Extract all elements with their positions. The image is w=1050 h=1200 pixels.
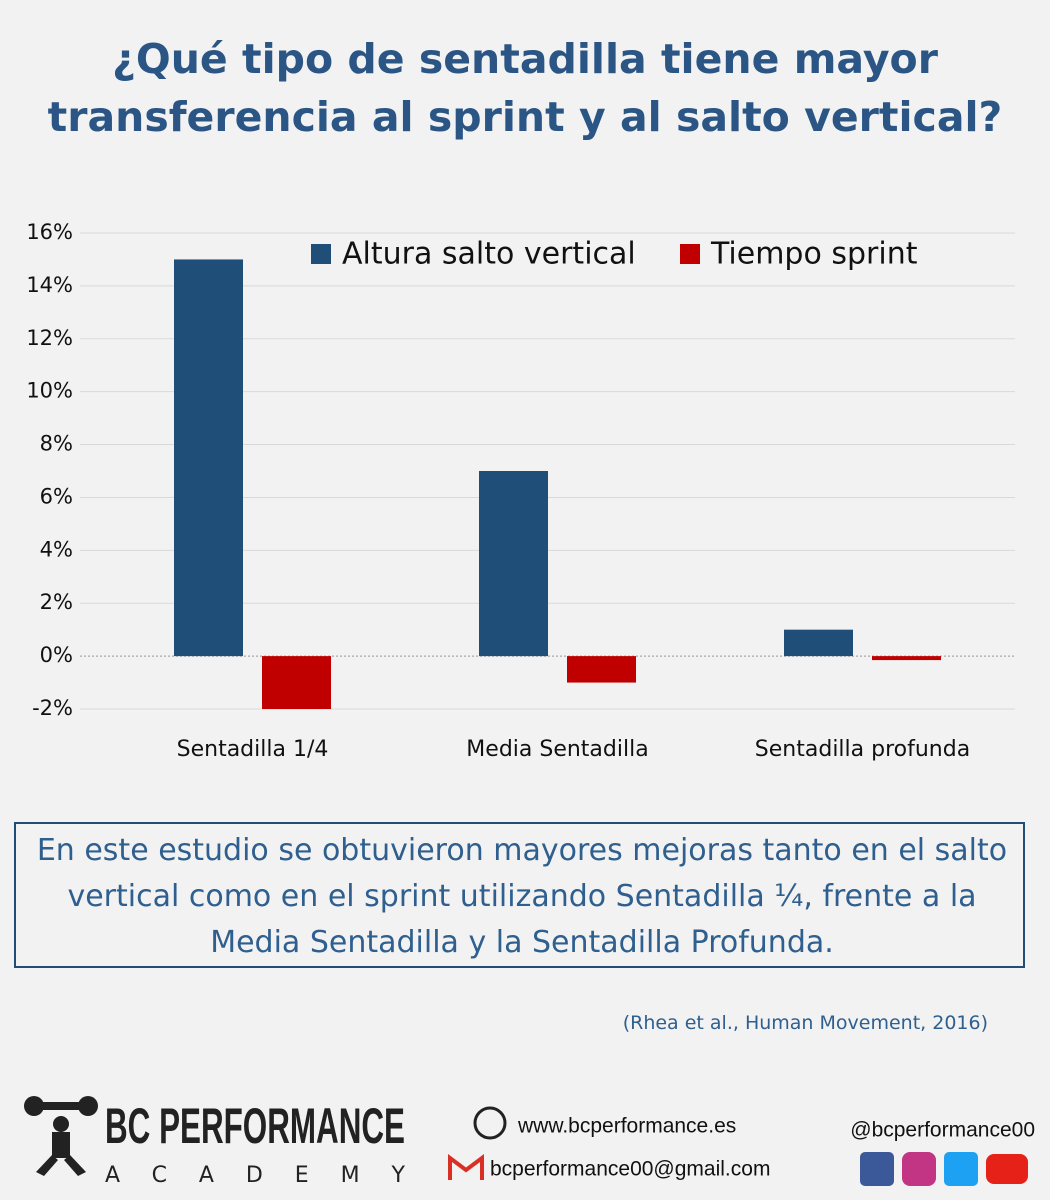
- bar: [262, 656, 331, 709]
- bar: [479, 471, 548, 657]
- youtube-icon[interactable]: [986, 1154, 1028, 1184]
- x-tick-label: Sentadilla profunda: [755, 737, 970, 762]
- website[interactable]: www.bcperformance.es: [517, 1115, 736, 1138]
- summary-box: [14, 822, 1025, 968]
- bar: [784, 629, 853, 657]
- y-tick-label: -2%: [32, 696, 73, 720]
- x-tick-label: Sentadilla 1/4: [177, 737, 329, 762]
- logo-subtext: ACADEMY: [105, 1163, 406, 1188]
- globe-icon: [473, 1106, 507, 1140]
- chart-title: ¿Qué tipo de sentadilla tiene mayor tran…: [47, 35, 1003, 141]
- y-tick-label: 12%: [26, 326, 73, 350]
- handle[interactable]: @bcperformance00: [850, 1119, 1035, 1142]
- y-tick-label: 4%: [40, 537, 73, 561]
- citation: (Rhea et al., Human Movement, 2016): [622, 1012, 988, 1034]
- y-tick-label: 14%: [26, 273, 73, 297]
- logo-text: BC PERFORMANCE: [105, 1098, 405, 1154]
- bar: [567, 656, 636, 683]
- y-tick-label: 6%: [40, 484, 73, 508]
- y-tick-label: 10%: [26, 379, 73, 403]
- legend-swatch: [311, 244, 331, 264]
- y-tick-label: 8%: [40, 432, 73, 456]
- legend-label: Altura salto vertical: [342, 237, 636, 272]
- instagram-icon[interactable]: [902, 1152, 936, 1186]
- summary: En este estudio se obtuvieron mayores me…: [36, 833, 1008, 960]
- legend-label: Tiempo sprint: [710, 237, 918, 272]
- y-tick-label: 2%: [40, 590, 73, 614]
- y-tick-label: 0%: [40, 643, 73, 667]
- y-tick-label: 16%: [26, 220, 73, 244]
- facebook-icon[interactable]: [860, 1152, 894, 1186]
- bar: [174, 259, 243, 657]
- mail-icon: [448, 1154, 484, 1180]
- bar: [872, 656, 941, 661]
- legend-swatch: [680, 244, 700, 264]
- email[interactable]: bcperformance00@gmail.com: [490, 1158, 770, 1181]
- x-tick-label: Media Sentadilla: [466, 737, 648, 762]
- twitter-icon[interactable]: [944, 1152, 978, 1186]
- logo-icon: [24, 1096, 98, 1176]
